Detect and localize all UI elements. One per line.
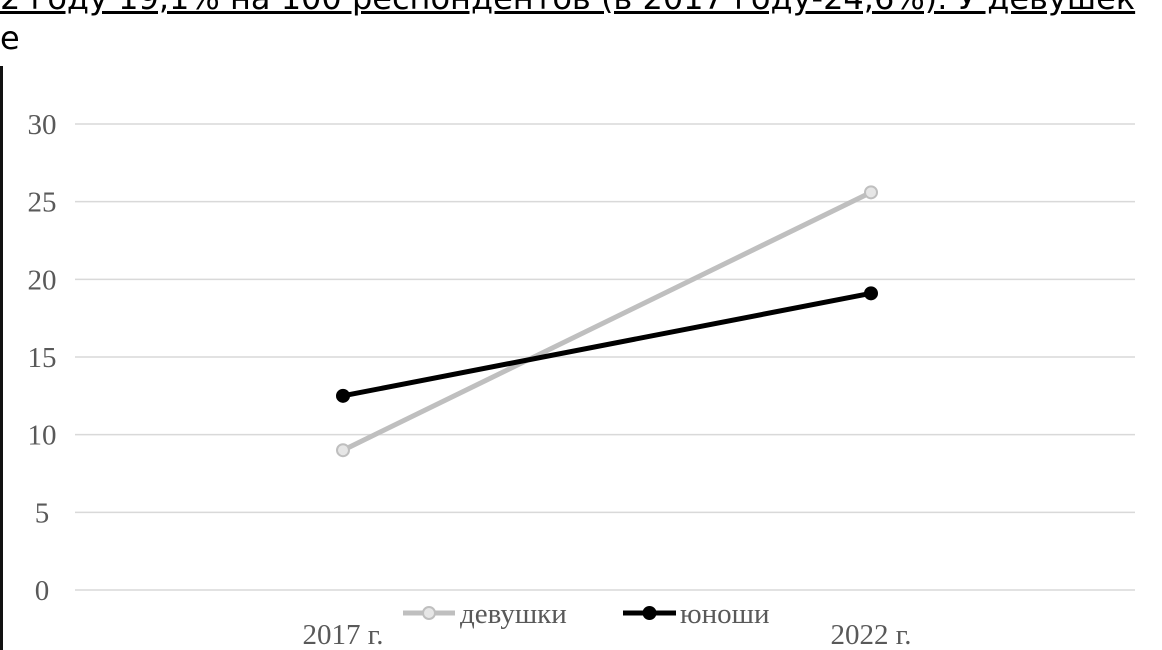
series-line-2 (340, 290, 874, 399)
y-tick-label: 10 (28, 420, 57, 452)
document-text-line-2: е (0, 19, 20, 57)
series-line-1 (340, 189, 874, 453)
y-tick-label: 0 (35, 575, 50, 607)
chart-frame-left-border (0, 66, 3, 650)
y-tick-label: 25 (28, 187, 57, 219)
data-point (864, 286, 878, 301)
data-point (336, 443, 350, 458)
data-point (864, 185, 878, 200)
legend-label: девушки (460, 598, 567, 630)
y-tick-label: 15 (28, 342, 57, 374)
y-tick-label: 5 (35, 497, 50, 529)
legend-label: юноши (680, 598, 770, 630)
gridlines (75, 123, 1135, 591)
document-text: 2 году 19,1% на 100 респондентов (в 2017… (0, 0, 1162, 58)
legend-swatch-marker (422, 606, 436, 620)
data-point (336, 388, 350, 403)
y-tick-label: 30 (28, 109, 57, 141)
y-axis-tick-labels: 0 5 10 15 20 25 30 (28, 109, 57, 607)
x-tick-label: 2017 г. (302, 619, 383, 650)
x-axis-tick-labels: 2017 г. 2022 г. (302, 619, 911, 650)
legend: девушки юноши (403, 598, 770, 630)
document-text-line-1: 2 году 19,1% на 100 респондентов (в 2017… (0, 0, 1162, 18)
x-tick-label: 2022 г. (830, 619, 911, 650)
series-lines (336, 185, 878, 458)
y-tick-label: 20 (28, 264, 57, 296)
legend-swatch-marker (642, 606, 657, 620)
